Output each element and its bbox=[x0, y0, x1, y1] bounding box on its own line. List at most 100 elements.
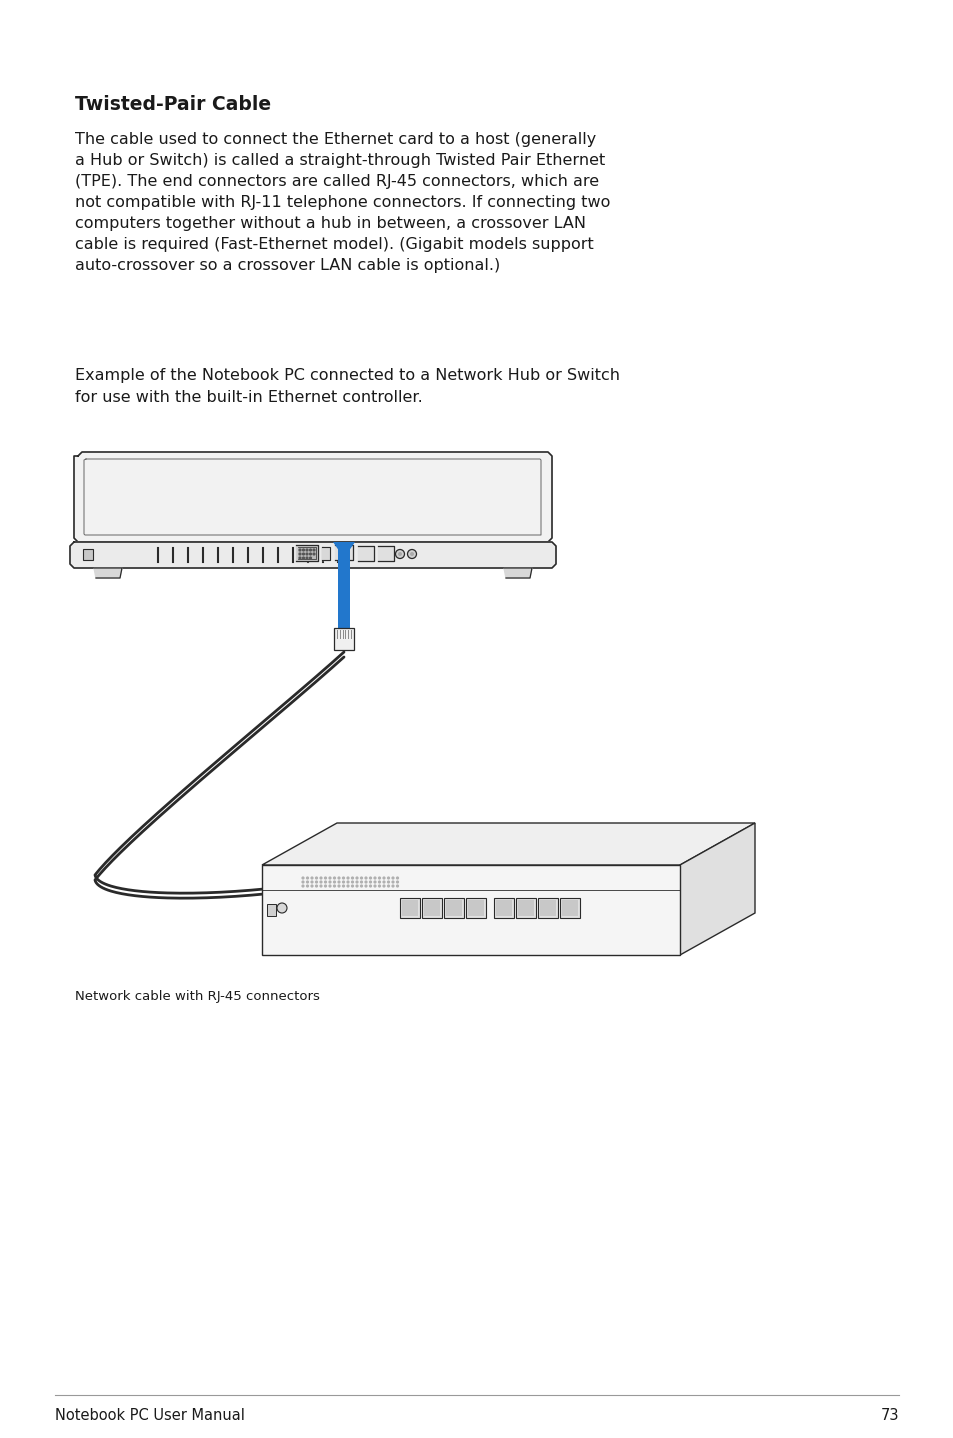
Circle shape bbox=[315, 881, 317, 883]
Circle shape bbox=[396, 881, 398, 883]
Circle shape bbox=[374, 877, 375, 879]
Polygon shape bbox=[322, 546, 330, 559]
Circle shape bbox=[374, 881, 375, 883]
Polygon shape bbox=[423, 900, 439, 916]
Circle shape bbox=[306, 877, 308, 879]
Polygon shape bbox=[70, 542, 556, 568]
Polygon shape bbox=[559, 897, 579, 917]
Circle shape bbox=[313, 549, 314, 551]
Circle shape bbox=[302, 557, 304, 559]
Text: Network cable with RJ-45 connectors: Network cable with RJ-45 connectors bbox=[75, 989, 319, 1002]
Polygon shape bbox=[517, 900, 534, 916]
Circle shape bbox=[355, 877, 357, 879]
Circle shape bbox=[306, 557, 308, 559]
Circle shape bbox=[310, 549, 311, 551]
Polygon shape bbox=[561, 900, 578, 916]
Circle shape bbox=[306, 549, 308, 551]
Circle shape bbox=[395, 549, 404, 558]
Circle shape bbox=[392, 877, 394, 879]
Circle shape bbox=[365, 877, 367, 879]
Circle shape bbox=[383, 881, 384, 883]
Circle shape bbox=[337, 881, 339, 883]
Circle shape bbox=[302, 877, 304, 879]
Circle shape bbox=[365, 886, 367, 887]
Polygon shape bbox=[377, 546, 394, 561]
Circle shape bbox=[383, 877, 384, 879]
Circle shape bbox=[347, 886, 349, 887]
Polygon shape bbox=[337, 545, 350, 628]
Polygon shape bbox=[401, 900, 417, 916]
Circle shape bbox=[315, 877, 317, 879]
Circle shape bbox=[360, 886, 362, 887]
Circle shape bbox=[299, 549, 300, 551]
Circle shape bbox=[407, 549, 416, 558]
Polygon shape bbox=[74, 452, 552, 542]
Polygon shape bbox=[446, 900, 461, 916]
Circle shape bbox=[302, 881, 304, 883]
Circle shape bbox=[392, 886, 394, 887]
Circle shape bbox=[352, 881, 353, 883]
Circle shape bbox=[329, 881, 331, 883]
Polygon shape bbox=[465, 897, 485, 917]
Circle shape bbox=[306, 886, 308, 887]
Circle shape bbox=[320, 877, 321, 879]
Circle shape bbox=[276, 903, 287, 913]
Circle shape bbox=[334, 877, 335, 879]
Circle shape bbox=[410, 552, 414, 557]
Circle shape bbox=[397, 552, 401, 557]
Circle shape bbox=[302, 554, 304, 555]
Circle shape bbox=[387, 877, 389, 879]
Circle shape bbox=[320, 886, 321, 887]
Circle shape bbox=[365, 881, 367, 883]
Polygon shape bbox=[537, 897, 558, 917]
Circle shape bbox=[355, 881, 357, 883]
Polygon shape bbox=[262, 866, 679, 955]
Text: 73: 73 bbox=[880, 1408, 898, 1424]
Circle shape bbox=[396, 877, 398, 879]
Circle shape bbox=[383, 886, 384, 887]
Circle shape bbox=[299, 554, 300, 555]
Circle shape bbox=[352, 877, 353, 879]
Circle shape bbox=[329, 886, 331, 887]
Circle shape bbox=[329, 877, 331, 879]
Circle shape bbox=[310, 557, 311, 559]
Circle shape bbox=[306, 881, 308, 883]
Circle shape bbox=[374, 886, 375, 887]
Polygon shape bbox=[496, 900, 512, 916]
Circle shape bbox=[369, 886, 371, 887]
Circle shape bbox=[337, 877, 339, 879]
Circle shape bbox=[360, 877, 362, 879]
Polygon shape bbox=[297, 546, 315, 559]
Polygon shape bbox=[468, 900, 483, 916]
Polygon shape bbox=[443, 897, 463, 917]
Polygon shape bbox=[295, 545, 317, 561]
Circle shape bbox=[392, 881, 394, 883]
Circle shape bbox=[311, 877, 313, 879]
Circle shape bbox=[378, 881, 380, 883]
Text: The cable used to connect the Ethernet card to a host (generally
a Hub or Switch: The cable used to connect the Ethernet c… bbox=[75, 132, 610, 273]
Circle shape bbox=[342, 877, 344, 879]
Polygon shape bbox=[335, 545, 353, 559]
Circle shape bbox=[324, 881, 326, 883]
Circle shape bbox=[334, 881, 335, 883]
Circle shape bbox=[315, 886, 317, 887]
Circle shape bbox=[369, 877, 371, 879]
Text: Twisted-Pair Cable: Twisted-Pair Cable bbox=[75, 95, 271, 114]
Text: Notebook PC User Manual: Notebook PC User Manual bbox=[55, 1408, 245, 1424]
Circle shape bbox=[337, 886, 339, 887]
Circle shape bbox=[324, 886, 326, 887]
Circle shape bbox=[306, 554, 308, 555]
Circle shape bbox=[311, 881, 313, 883]
Circle shape bbox=[347, 877, 349, 879]
Polygon shape bbox=[262, 823, 754, 866]
Circle shape bbox=[378, 877, 380, 879]
Circle shape bbox=[302, 886, 304, 887]
Circle shape bbox=[387, 881, 389, 883]
Circle shape bbox=[342, 886, 344, 887]
Circle shape bbox=[311, 886, 313, 887]
Polygon shape bbox=[334, 628, 354, 650]
Polygon shape bbox=[83, 549, 92, 559]
Circle shape bbox=[320, 881, 321, 883]
Polygon shape bbox=[399, 897, 419, 917]
Polygon shape bbox=[503, 568, 532, 578]
